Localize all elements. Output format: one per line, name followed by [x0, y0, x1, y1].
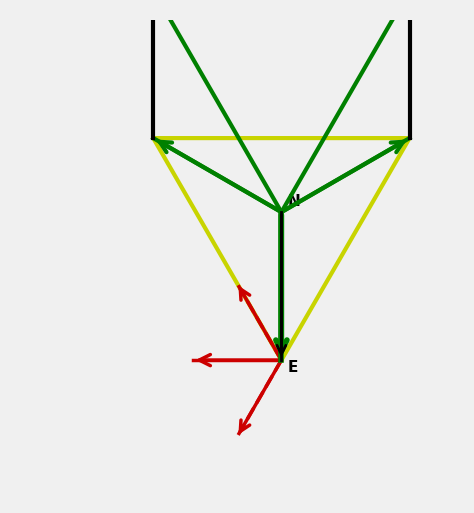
- Text: N: N: [287, 194, 300, 209]
- Text: E: E: [287, 360, 298, 375]
